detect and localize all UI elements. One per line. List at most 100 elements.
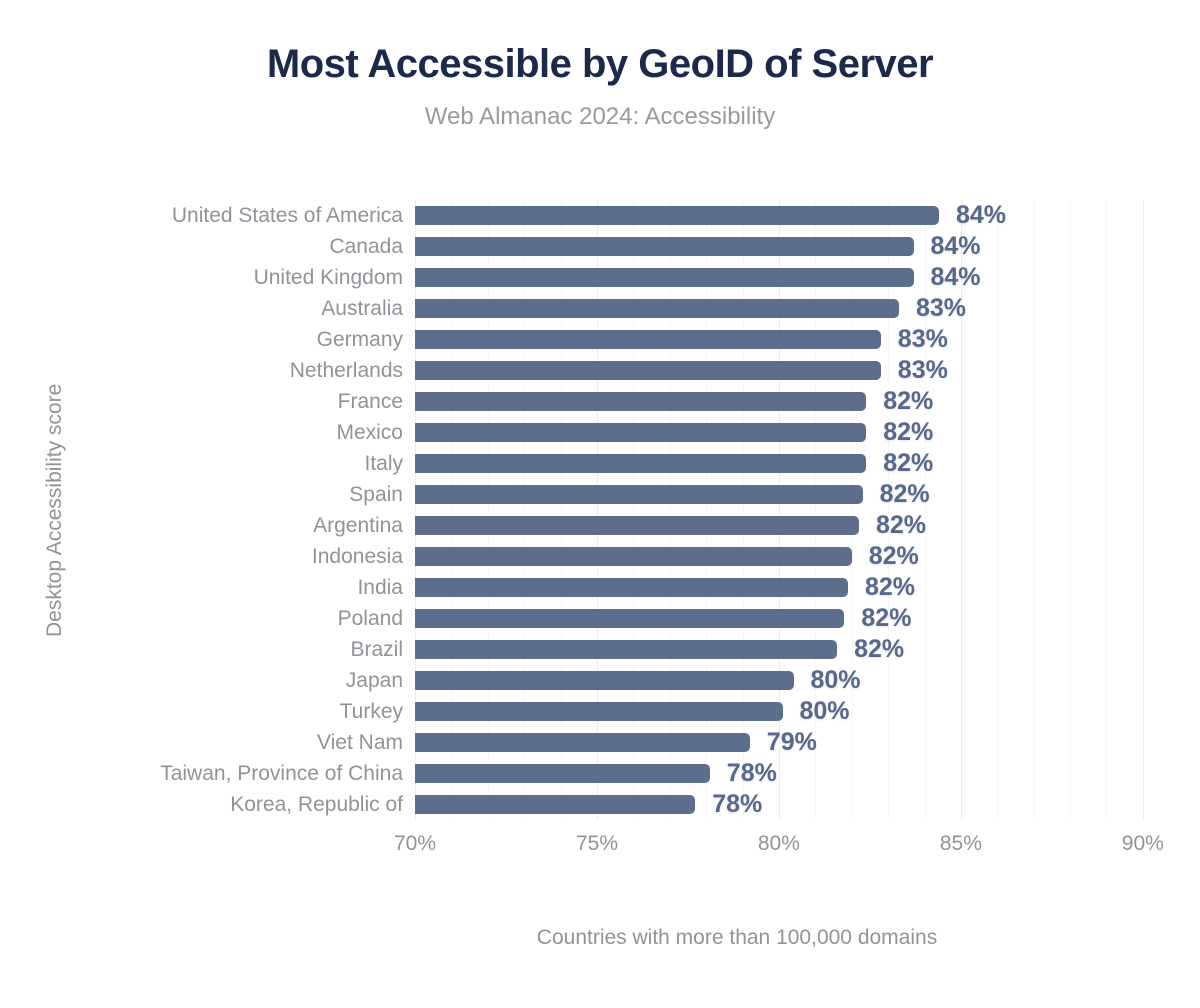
- value-label: 82%: [883, 449, 934, 477]
- bar-track: 78%: [415, 758, 1161, 789]
- category-label: Netherlands: [289, 359, 403, 382]
- bar: [415, 392, 867, 411]
- minor-gridline: [997, 200, 999, 820]
- minor-gridline: [560, 200, 562, 820]
- major-gridline: [1142, 200, 1144, 820]
- bar: [415, 485, 863, 504]
- bar-row: Indonesia 82%: [0, 541, 1200, 572]
- value-label: 80%: [810, 666, 861, 694]
- bar-row: Spain 82%: [0, 479, 1200, 510]
- minor-gridline: [815, 200, 817, 820]
- bar-track: 82%: [415, 603, 1161, 634]
- value-label: 82%: [876, 511, 927, 539]
- minor-gridline: [1033, 200, 1035, 820]
- minor-gridline: [1070, 200, 1071, 820]
- bar-track: 82%: [415, 448, 1161, 479]
- bar-track: 83%: [415, 324, 1161, 355]
- bar-track: 84%: [415, 262, 1161, 293]
- bar-track: 78%: [415, 789, 1161, 820]
- value-label: 82%: [879, 480, 930, 508]
- x-tick-label: 90%: [1121, 832, 1164, 855]
- x-axis-title: Countries with more than 100,000 domains: [536, 926, 938, 949]
- bar-row: Poland 82%: [0, 603, 1200, 634]
- bar: [415, 609, 845, 628]
- category-label: United States of America: [171, 204, 403, 227]
- minor-gridline: [742, 200, 744, 820]
- bar: [415, 516, 859, 535]
- bar-rows: United States of America 84% Canada 84% Unit…: [0, 200, 1200, 820]
- category-label: Indonesia: [311, 545, 403, 568]
- bar: [415, 640, 838, 659]
- bar-track: 84%: [415, 200, 1161, 231]
- bar: [415, 454, 867, 473]
- bar: [415, 578, 848, 597]
- chart-title: Most Accessible by GeoID of Server: [266, 42, 934, 86]
- minor-gridline: [1106, 200, 1108, 820]
- bar: [415, 764, 710, 783]
- bar: [415, 423, 867, 442]
- bar-track: 84%: [415, 231, 1161, 262]
- bar-track: 83%: [415, 355, 1161, 386]
- value-label: 79%: [766, 728, 817, 756]
- bar: [415, 702, 783, 721]
- value-label: 82%: [868, 542, 919, 570]
- value-label: 82%: [883, 418, 934, 446]
- x-tick-label: 80%: [757, 832, 800, 855]
- minor-gridline: [524, 200, 526, 820]
- value-label: 78%: [726, 759, 777, 787]
- bar: [415, 268, 914, 287]
- bar-row: Canada 84%: [0, 231, 1200, 262]
- bar: [415, 795, 696, 814]
- value-label: 83%: [897, 356, 948, 384]
- minor-gridline: [924, 200, 926, 820]
- minor-gridline: [669, 200, 671, 820]
- value-label: 78%: [712, 790, 763, 818]
- bar-row: Taiwan, Province of China 78%: [0, 758, 1200, 789]
- x-tick-label: 85%: [939, 832, 982, 855]
- bar: [415, 299, 899, 318]
- bar-row: Japan 80%: [0, 665, 1200, 696]
- major-gridline: [960, 200, 962, 820]
- value-label: 82%: [861, 604, 912, 632]
- bar-track: 83%: [415, 293, 1161, 324]
- value-label: 84%: [956, 201, 1007, 229]
- bar-row: Mexico 82%: [0, 417, 1200, 448]
- bar-track: 82%: [415, 479, 1161, 510]
- value-label: 82%: [883, 387, 934, 415]
- category-label: Argentina: [313, 514, 403, 537]
- x-axis-ticks: 70% 75% 80% 85% 90%: [394, 832, 1164, 862]
- bar-row: Germany 83%: [0, 324, 1200, 355]
- category-label: Mexico: [336, 421, 403, 444]
- value-label: 80%: [799, 697, 850, 725]
- bar-row: Netherlands 83%: [0, 355, 1200, 386]
- category-label: Canada: [329, 235, 403, 258]
- minor-gridline: [706, 200, 708, 820]
- bar-row: India 82%: [0, 572, 1200, 603]
- bar-row: Korea, Republic of 78%: [0, 789, 1200, 820]
- minor-gridline: [487, 200, 489, 820]
- bar: [415, 237, 914, 256]
- minor-gridline: [851, 200, 853, 820]
- value-label: 84%: [930, 232, 981, 260]
- chart-subtitle: Web Almanac 2024: Accessibility: [424, 103, 776, 130]
- category-label: Viet Nam: [317, 731, 403, 754]
- category-label: Taiwan, Province of China: [160, 762, 403, 785]
- bar-track: 82%: [415, 572, 1161, 603]
- bar: [415, 330, 881, 349]
- bar-row: Brazil 82%: [0, 634, 1200, 665]
- bar-row: United States of America 84%: [0, 200, 1200, 231]
- bar-track: 79%: [415, 727, 1161, 758]
- x-tick-label: 70%: [393, 832, 437, 855]
- bar-track: 80%: [415, 665, 1161, 696]
- category-label: Turkey: [339, 700, 403, 723]
- category-label: France: [337, 390, 403, 413]
- minor-gridline: [888, 200, 890, 820]
- bar-row: France 82%: [0, 386, 1200, 417]
- bar: [415, 361, 881, 380]
- category-label: Korea, Republic of: [230, 793, 403, 816]
- minor-gridline: [633, 200, 635, 820]
- bar-track: 82%: [415, 541, 1161, 572]
- category-label: Poland: [337, 607, 403, 630]
- bar-track: 82%: [415, 417, 1161, 448]
- bar-row: Italy 82%: [0, 448, 1200, 479]
